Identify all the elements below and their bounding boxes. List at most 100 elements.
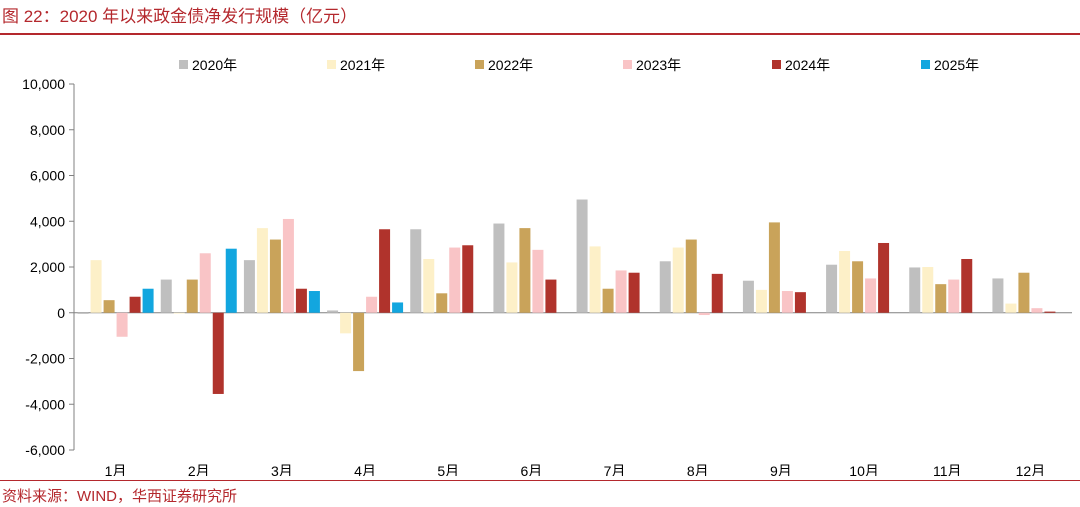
- bar: [90, 260, 102, 313]
- bar: [436, 293, 448, 313]
- bar: [948, 279, 960, 313]
- source-rule: [0, 480, 1080, 481]
- bar: [423, 258, 435, 313]
- bar: [199, 253, 211, 313]
- x-tick-label: 3月: [271, 463, 293, 476]
- bar: [698, 312, 710, 316]
- bar: [659, 261, 671, 313]
- bar: [545, 279, 557, 313]
- bar: [685, 239, 697, 313]
- bar: [532, 249, 544, 313]
- bar: [186, 279, 198, 313]
- bar: [755, 289, 767, 313]
- bar: [173, 312, 185, 314]
- bar: [992, 278, 1004, 313]
- bar: [462, 245, 474, 313]
- bar: [160, 279, 172, 313]
- bar: [576, 199, 588, 313]
- bar: [794, 292, 806, 313]
- bar: [225, 248, 237, 313]
- x-tick-label: 5月: [437, 463, 459, 476]
- legend-swatch: [623, 60, 632, 69]
- figure-title: 图 22：2020 年以来政金债净发行规模（亿元）: [2, 7, 358, 26]
- x-tick-label: 1月: [105, 463, 127, 476]
- y-tick-label: -4,000: [25, 396, 65, 412]
- bar: [243, 260, 255, 313]
- bar: [116, 312, 128, 337]
- bar: [839, 250, 851, 313]
- source-note: 资料来源：WIND，华西证券研究所: [2, 488, 237, 505]
- bar: [768, 222, 780, 313]
- bar: [269, 239, 281, 313]
- bar: [961, 258, 973, 313]
- title-rule: [0, 33, 1080, 35]
- y-tick-label: 0: [57, 305, 65, 321]
- y-tick-label: -2,000: [25, 351, 65, 367]
- x-tick-label: 7月: [604, 463, 626, 476]
- bar: [1031, 308, 1043, 313]
- x-tick-label: 9月: [770, 463, 792, 476]
- legend-swatch: [327, 60, 336, 69]
- x-tick-label: 4月: [354, 463, 376, 476]
- bar: [935, 284, 947, 313]
- bar: [212, 312, 224, 394]
- bar: [77, 312, 89, 314]
- bar: [506, 262, 518, 313]
- bar: [295, 288, 307, 313]
- bar: [256, 228, 268, 313]
- x-tick-label: 6月: [521, 463, 543, 476]
- x-tick-label: 8月: [687, 463, 709, 476]
- bar: [142, 288, 154, 313]
- bar: [1044, 311, 1056, 313]
- bar: [410, 229, 422, 313]
- bar: [615, 270, 627, 313]
- legend-label: 2021年: [340, 57, 385, 73]
- bar: [129, 296, 141, 313]
- legend-label: 2020年: [192, 57, 237, 73]
- bar: [449, 247, 461, 313]
- bar: [852, 261, 864, 313]
- bar: [366, 296, 378, 313]
- bar: [781, 291, 793, 313]
- bar: [865, 278, 877, 313]
- legend-label: 2023年: [636, 57, 681, 73]
- legend-swatch: [179, 60, 188, 69]
- legend-swatch: [921, 60, 930, 69]
- net-issuance-bar-chart: -6,000 -4,000 -2,000 0 2,000 4,000 6,000 8,000 1…: [22, 57, 1072, 476]
- bar: [826, 264, 838, 313]
- legend-label: 2025年: [934, 57, 979, 73]
- bar: [379, 229, 391, 313]
- bar: [602, 288, 614, 313]
- y-tick-label: 4,000: [30, 213, 65, 229]
- y-tick-label: 8,000: [30, 122, 65, 138]
- bar: [282, 218, 294, 313]
- bar: [519, 228, 531, 313]
- legend-swatch: [772, 60, 781, 69]
- bar: [909, 267, 921, 313]
- bar: [308, 291, 320, 313]
- bar: [1018, 272, 1030, 313]
- bar: [392, 302, 404, 313]
- bar: [711, 273, 723, 313]
- bar: [628, 272, 640, 313]
- bar: [1005, 303, 1017, 313]
- y-tick-label: 10,000: [22, 76, 65, 92]
- legend-swatch: [475, 60, 484, 69]
- y-tick-label: 2,000: [30, 259, 65, 275]
- bar: [878, 242, 890, 313]
- x-tick-label: 12月: [1016, 463, 1046, 476]
- y-tick-label: -6,000: [25, 442, 65, 458]
- bar: [327, 310, 339, 313]
- bar: [742, 280, 754, 313]
- bar: [922, 267, 934, 313]
- legend-label: 2022年: [488, 57, 533, 73]
- bar: [672, 247, 684, 313]
- bar: [340, 312, 352, 334]
- x-tick-label: 10月: [849, 463, 879, 476]
- bar: [103, 300, 115, 313]
- y-tick-label: 6,000: [30, 168, 65, 184]
- bar: [353, 312, 365, 372]
- legend-label: 2024年: [785, 57, 830, 73]
- bar: [589, 246, 601, 313]
- bar: [493, 223, 505, 313]
